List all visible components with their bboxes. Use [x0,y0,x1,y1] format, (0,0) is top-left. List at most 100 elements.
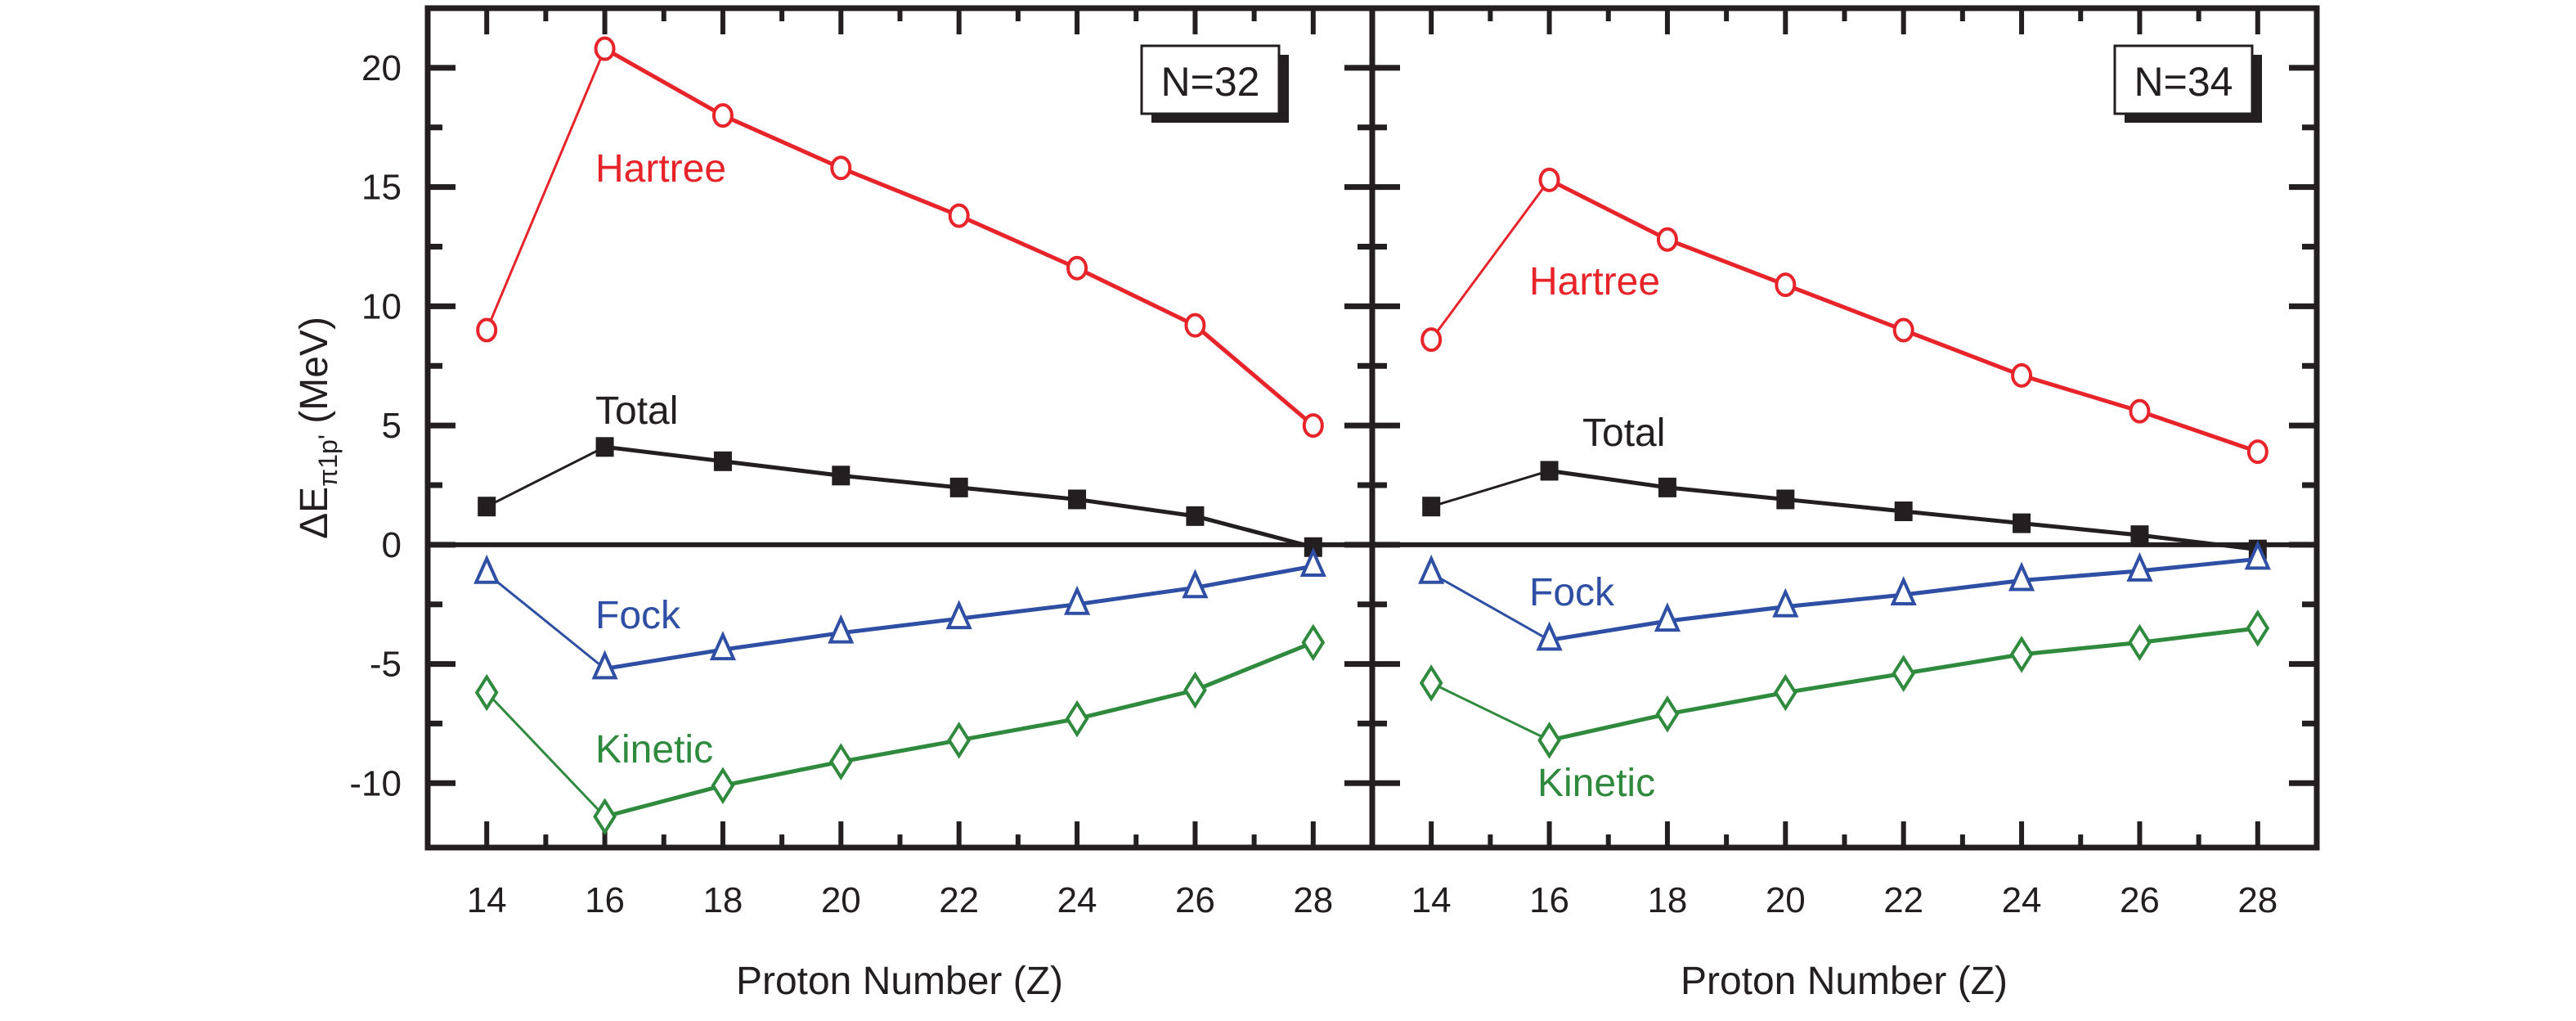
label-hartree-left: Hartree [595,147,726,191]
x-tick-label: 18 [702,880,743,920]
marker-square [2013,513,2031,533]
panel-n32: 14 16 18 20 22 24 26 28 -10 -5 0 5 10 15 20 [349,5,1376,920]
x-axis-title-left: Proton Number (Z) [736,960,1063,1003]
series-line-total [486,445,606,508]
marker-diamond [474,673,499,712]
x-tick-label: 18 [1647,880,1687,920]
x-tick-label: 22 [939,880,979,920]
marker-circle [476,317,498,343]
series-total [1422,461,2267,560]
y-axis-title-unit: (MeV) [293,317,336,434]
x-tick-label: 16 [1529,880,1569,920]
x-tick-label: 28 [1293,880,1333,920]
y-tick-label: 20 [361,48,402,88]
marker-circle [1066,255,1088,281]
series-line-hartree [485,47,606,331]
x-tick-label: 16 [585,880,625,920]
y-tick-label: -10 [349,763,402,803]
marker-circle [594,36,616,61]
marker-diamond [2246,609,2270,647]
marker-diamond [828,743,853,780]
marker-square [1422,497,1441,517]
marker-diamond [1301,623,1326,662]
marker-square [2130,525,2149,546]
marker-square [713,451,732,471]
x-tick-label: 14 [467,880,507,920]
marker-circle [1538,167,1560,192]
panel-label-n34-box: N=34 [2113,44,2262,123]
marker-triangle [1182,569,1209,599]
panel-n34: 14 16 18 20 22 24 26 28 [1369,5,2320,920]
marker-square [1658,477,1676,497]
marker-circle [2011,362,2033,388]
series-line-kinetic [1430,681,1551,742]
y-tick-label: 5 [382,406,402,446]
marker-triangle [473,554,500,584]
marker-circle [1184,313,1206,338]
y-tick-label: -5 [370,645,402,685]
marker-triangle [2244,540,2271,570]
marker-diamond [947,722,972,759]
panel-label-n32: N=32 [1161,59,1260,105]
x-tick-label: 28 [2237,880,2278,920]
series-fock [1418,540,2271,651]
marker-triangle [2126,551,2153,582]
x-tick-label: 24 [2002,880,2042,920]
x-tick-label: 20 [821,880,861,920]
marker-triangle [1418,554,1445,584]
x-tick-label: 22 [1883,880,1923,920]
marker-triangle [1890,576,1917,606]
series-line-fock [1430,572,1551,641]
marker-circle [711,103,734,128]
marker-square [595,437,614,457]
marker-diamond [1065,699,1089,738]
series-line-hartree [1429,178,1551,341]
marker-diamond [1655,695,1680,733]
marker-square [1776,489,1795,510]
marker-square [1186,506,1205,526]
label-kinetic-right: Kinetic [1537,762,1655,805]
marker-diamond [1419,664,1443,702]
marker-circle [1420,327,1443,353]
x-tick-label: 26 [2120,880,2160,920]
marker-diamond [1183,671,1207,709]
marker-square [1894,502,1913,522]
series-kinetic [474,623,1326,835]
marker-circle [1302,413,1324,439]
marker-triangle [1654,602,1681,632]
label-fock-right: Fock [1529,571,1615,614]
label-total-left: Total [595,389,678,433]
marker-diamond [2128,623,2152,662]
marker-square [478,497,496,517]
y-axis-title: ΔEπ1p' (MeV) [293,317,343,539]
marker-triangle [1299,547,1326,578]
series-fock [473,547,1326,680]
marker-triangle [1772,587,1799,618]
series-line-fock [486,572,606,670]
marker-diamond [711,767,735,804]
y-axis-title-subscript: π1p' [313,434,343,487]
marker-circle [1892,317,1914,343]
marker-square [832,466,850,486]
series-hartree [1420,167,2269,465]
panel-label-n34: N=34 [2134,59,2233,105]
x-tick-label: 14 [1411,880,1452,920]
marker-square [949,477,968,497]
label-kinetic-left: Kinetic [595,728,713,771]
marker-diamond [1773,673,1797,712]
marker-circle [1775,272,1797,298]
series-total [478,437,1322,557]
marker-diamond [593,798,617,835]
y-tick-label: 0 [382,525,402,565]
x-axis-title-right: Proton Number (Z) [1681,960,2008,1003]
x-tick-label: 20 [1766,880,1806,920]
marker-circle [2246,439,2269,465]
marker-triangle [828,614,855,644]
y-tick-label: 10 [361,286,402,326]
x-tick-label: 26 [1175,880,1215,920]
marker-circle [830,155,852,181]
marker-square [1304,537,1322,557]
marker-circle [2129,398,2151,424]
marker-triangle [1536,621,1563,651]
